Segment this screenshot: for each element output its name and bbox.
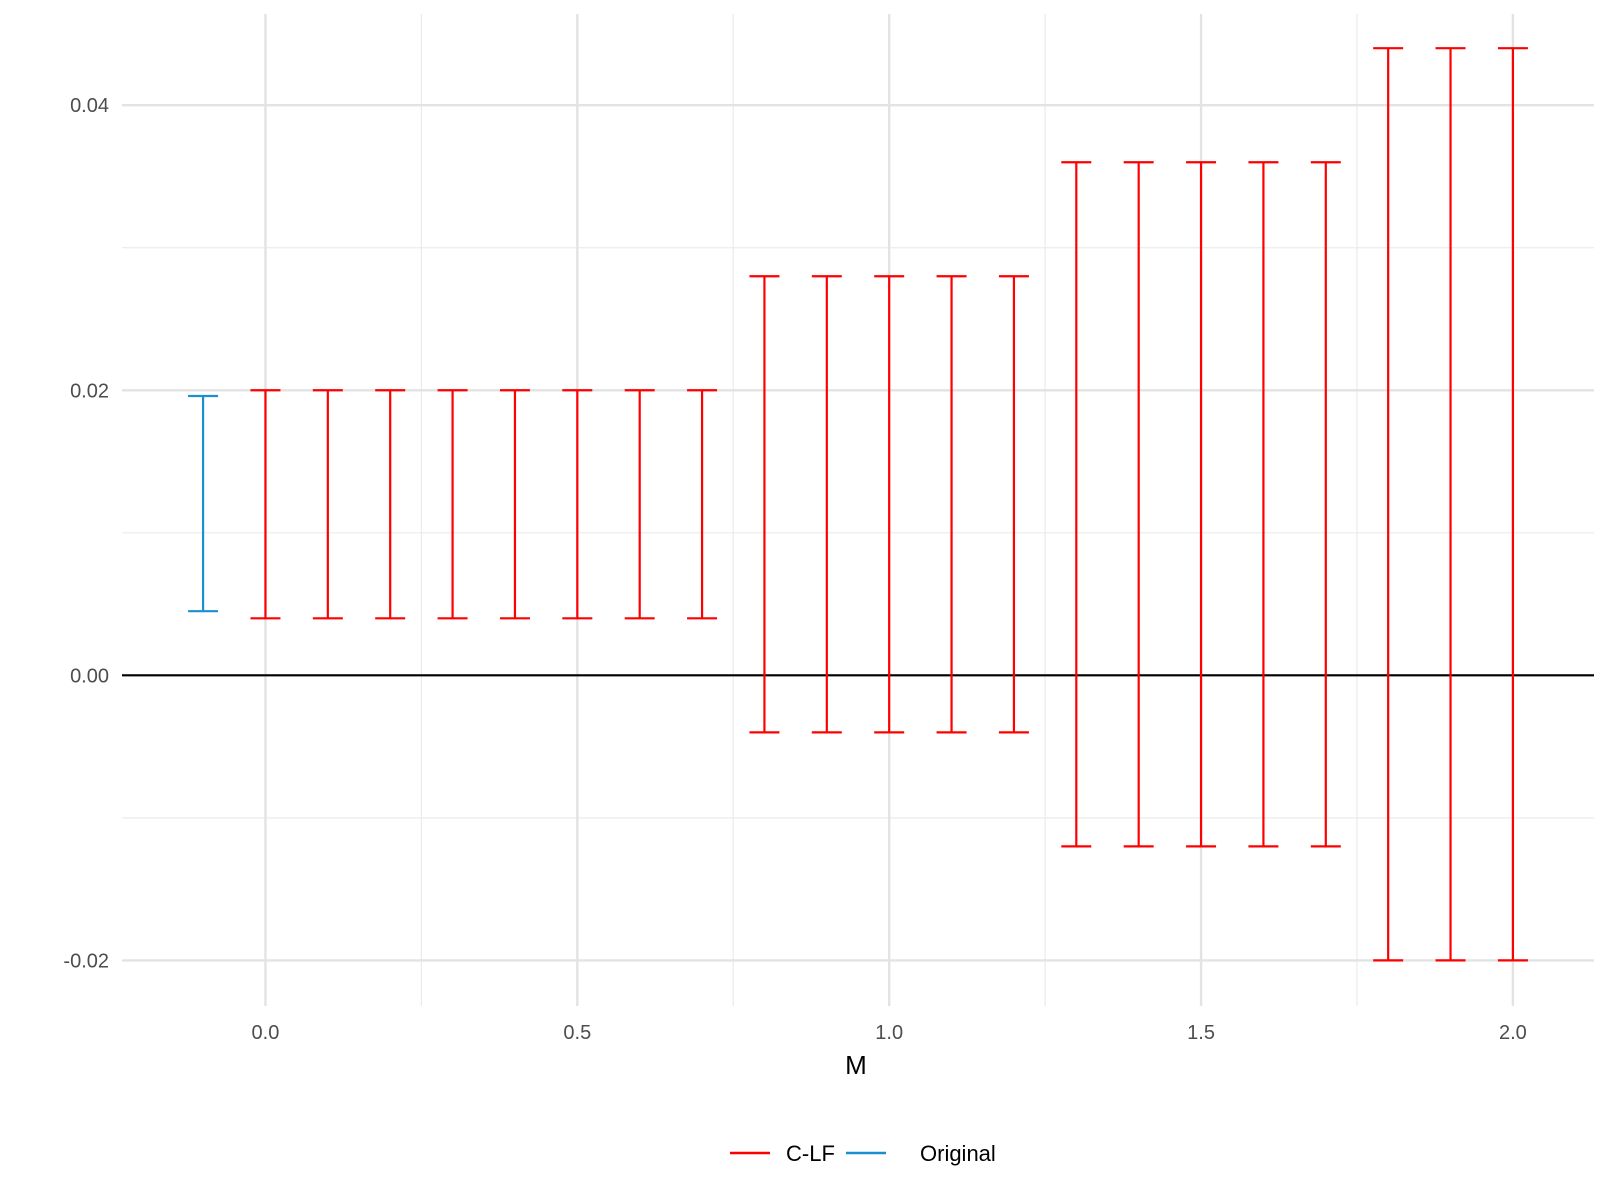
error-bar-c-lf	[437, 389, 468, 620]
error-bar-c-lf	[1248, 161, 1279, 848]
x-tick-label: 1.0	[875, 1022, 903, 1044]
error-bars	[188, 47, 1528, 962]
x-tick-labels: 0.0 0.5 1.0 1.5 2.0	[252, 1022, 1527, 1044]
legend-label: C-LF	[786, 1141, 835, 1166]
error-bar-c-lf	[1435, 47, 1466, 962]
error-bar-c-lf	[1061, 161, 1092, 848]
grid	[122, 14, 1594, 1006]
error-bar-c-lf	[1310, 161, 1341, 848]
y-tick-label: 0.02	[70, 380, 109, 402]
legend-item: C-LF	[730, 1141, 835, 1166]
x-tick-label: 1.5	[1187, 1022, 1215, 1044]
legend-item: Original	[846, 1141, 996, 1166]
x-axis-title: M	[845, 1050, 867, 1080]
error-bar-c-lf	[749, 275, 780, 734]
error-bar-c-lf	[499, 389, 530, 620]
error-bar-c-lf	[312, 389, 343, 620]
x-tick-label: 0.0	[252, 1022, 280, 1044]
error-bar-c-lf	[874, 275, 905, 734]
y-tick-label: -0.02	[63, 950, 109, 972]
error-bar-c-lf	[811, 275, 842, 734]
error-bar-c-lf	[1123, 161, 1154, 848]
error-bar-c-lf	[562, 389, 593, 620]
legend: C-LF Original	[730, 1141, 996, 1166]
error-bar-c-lf	[687, 389, 718, 620]
error-bar-c-lf	[250, 389, 281, 620]
legend-label: Original	[920, 1141, 996, 1166]
error-bar-c-lf	[624, 389, 655, 620]
error-bar-c-lf	[1497, 47, 1528, 962]
error-bar-c-lf	[1373, 47, 1404, 962]
error-bar-c-lf	[998, 275, 1029, 734]
x-tick-label: 2.0	[1499, 1022, 1527, 1044]
y-tick-label: 0.04	[70, 95, 109, 117]
error-bar-c-lf	[1186, 161, 1217, 848]
error-bar-c-lf	[936, 275, 967, 734]
error-bar-c-lf	[375, 389, 406, 620]
y-tick-label: 0.00	[70, 665, 109, 687]
x-tick-label: 0.5	[563, 1022, 591, 1044]
y-tick-labels: -0.02 0.00 0.02 0.04	[63, 95, 109, 972]
error-bar-original	[188, 394, 219, 613]
